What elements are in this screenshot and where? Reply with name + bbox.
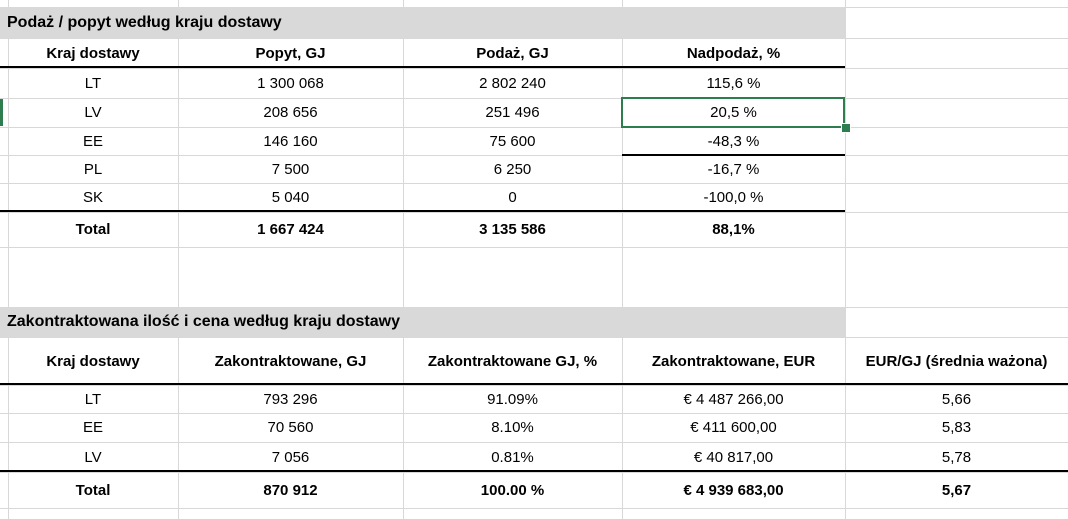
gridline: [0, 472, 1068, 473]
gridline: [0, 442, 1068, 443]
t2-lt-zakontr-eur[interactable]: € 4 487 266,00: [683, 390, 784, 408]
t1-sk-kraj[interactable]: SK: [82, 189, 103, 206]
t2-ee-eur-gj[interactable]: 5,83: [941, 419, 972, 436]
table2-total-top-border: [0, 470, 1068, 472]
gridline: [0, 337, 1068, 338]
t2-ee-zakontr-gj[interactable]: 70 560: [267, 419, 314, 436]
t2-lv-zakontr-eur[interactable]: € 40 817,00: [693, 448, 774, 466]
gridline: [0, 508, 1068, 509]
t1-header-kraj[interactable]: Kraj dostawy: [46, 44, 140, 62]
t1-pl-kraj[interactable]: PL: [83, 160, 103, 178]
gridline: [0, 155, 1068, 156]
t1-lt-popyt[interactable]: 1 300 068: [257, 74, 324, 92]
t2-ee-kraj[interactable]: EE: [82, 419, 103, 436]
gridline: [8, 0, 9, 519]
t1-ee-kraj[interactable]: EE: [82, 132, 103, 150]
t1-pl-popyt[interactable]: 7 500: [271, 160, 310, 178]
gridline: [0, 212, 1068, 213]
t1-lv-kraj[interactable]: LV: [84, 104, 102, 121]
t1-header-nadpodaz[interactable]: Nadpodaż, %: [686, 44, 781, 62]
t1-lv-popyt[interactable]: 208 656: [263, 104, 318, 121]
gridline: [0, 127, 1068, 128]
selection-border: [621, 97, 845, 128]
gridline: [0, 385, 1068, 386]
t1-lv-podaz[interactable]: 251 496: [485, 104, 540, 121]
t2-header-zakontr-eur[interactable]: Zakontraktowane, EUR: [651, 352, 816, 370]
gridline: [178, 0, 179, 519]
t2-header-zakontr-pct[interactable]: Zakontraktowane GJ, %: [427, 352, 598, 370]
gridline: [0, 183, 1068, 184]
t1-header-podaz[interactable]: Podaż, GJ: [476, 44, 549, 62]
t1-sk-podaz[interactable]: 0: [508, 189, 517, 206]
t1-sk-nadpodaz[interactable]: -100,0 %: [703, 189, 764, 206]
t1-sk-popyt[interactable]: 5 040: [271, 189, 310, 206]
t2-ee-zakontr-eur[interactable]: € 411 600,00: [690, 419, 777, 436]
t2-total-label[interactable]: Total: [75, 481, 111, 499]
t1-ee-podaz[interactable]: 75 600: [489, 132, 536, 150]
gridline: [0, 247, 1068, 248]
t2-lt-zakontr-pct[interactable]: 91.09%: [487, 390, 538, 408]
t1-total-podaz[interactable]: 3 135 586: [479, 221, 546, 238]
t1-lv-nadpodaz-selected-cell[interactable]: 20,5 %: [710, 104, 757, 121]
gridline: [0, 68, 1068, 69]
t1-pl-podaz[interactable]: 6 250: [493, 160, 532, 178]
t1-lt-podaz[interactable]: 2 802 240: [479, 74, 546, 92]
t2-lv-zakontr-pct[interactable]: 0.81%: [491, 448, 534, 466]
t2-lv-kraj[interactable]: LV: [84, 448, 102, 466]
t2-total-eur-gj[interactable]: 5,67: [941, 481, 972, 499]
row-selection-edge: [0, 99, 3, 126]
t1-ee-popyt[interactable]: 146 160: [263, 132, 318, 150]
gridline: [403, 0, 404, 519]
t1-ee-nadpodaz[interactable]: -48,3 %: [707, 132, 760, 150]
t2-header-eur-gj[interactable]: EUR/GJ (średnia ważona): [865, 352, 1048, 370]
t2-ee-zakontr-pct[interactable]: 8.10%: [491, 419, 534, 436]
table2-title[interactable]: Zakontraktowana ilość i cena według kraj…: [0, 307, 845, 337]
gridline: [0, 413, 1068, 414]
gridline: [845, 0, 846, 519]
gridline: [0, 98, 1068, 99]
table2-header-border: [0, 383, 1068, 385]
t2-lt-zakontr-gj[interactable]: 793 296: [263, 390, 318, 408]
t2-header-kraj[interactable]: Kraj dostawy: [46, 352, 140, 370]
t1-lt-kraj[interactable]: LT: [84, 74, 102, 92]
t2-lv-eur-gj[interactable]: 5,78: [941, 448, 972, 466]
table1-ee-cell-border: [622, 154, 845, 156]
t1-lt-nadpodaz[interactable]: 115,6 %: [706, 74, 761, 92]
table1-title[interactable]: Podaż / popyt według kraju dostawy: [0, 7, 845, 38]
table1-total-top-border: [0, 210, 845, 212]
t2-lt-eur-gj[interactable]: 5,66: [941, 390, 972, 408]
gridline: [622, 0, 623, 519]
t2-lv-zakontr-gj[interactable]: 7 056: [271, 448, 310, 466]
t1-total-label[interactable]: Total: [75, 221, 111, 238]
fill-handle[interactable]: [841, 123, 851, 133]
t1-pl-nadpodaz[interactable]: -16,7 %: [707, 160, 760, 178]
gridline: [0, 38, 1068, 39]
t2-header-zakontr-gj[interactable]: Zakontraktowane, GJ: [214, 352, 367, 370]
t2-total-zakontr-pct[interactable]: 100.00 %: [480, 481, 545, 499]
table1-header-border: [0, 66, 845, 68]
t1-header-popyt[interactable]: Popyt, GJ: [255, 44, 326, 62]
t2-total-zakontr-eur[interactable]: € 4 939 683,00: [683, 481, 784, 499]
t2-total-zakontr-gj[interactable]: 870 912: [263, 481, 318, 499]
t1-total-nadpodaz[interactable]: 88,1%: [712, 221, 755, 238]
t1-total-popyt[interactable]: 1 667 424: [257, 221, 324, 238]
t2-lt-kraj[interactable]: LT: [84, 390, 102, 408]
